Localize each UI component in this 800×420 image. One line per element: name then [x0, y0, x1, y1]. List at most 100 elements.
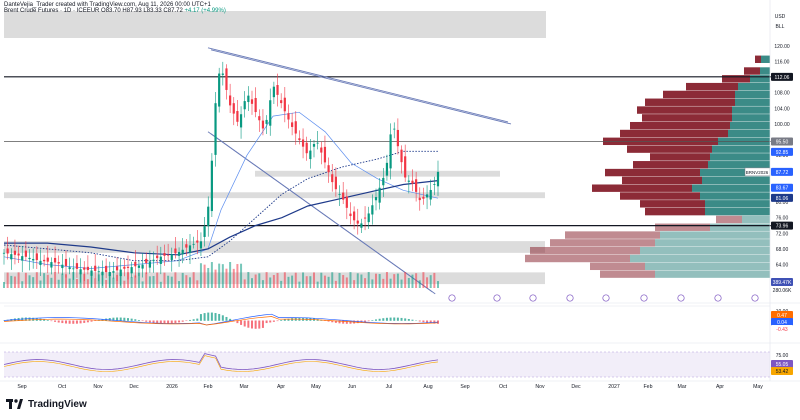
volume-bar-105: [386, 272, 388, 288]
volume-bar-22: [83, 274, 85, 288]
price-tick-4: 104.00: [774, 106, 790, 112]
macd-hist-101: [371, 320, 373, 321]
rsi-band: [4, 352, 770, 377]
macd-hist-73: [269, 321, 271, 323]
badge-last: 87.72: [776, 170, 789, 176]
badge-rsi-b: 53.42: [776, 369, 789, 375]
candle-body-76: [280, 100, 282, 103]
macd-hist-47: [174, 321, 176, 323]
volume-bar-75: [277, 273, 279, 288]
volume-bar-107: [393, 274, 395, 288]
macd-hist-13: [50, 321, 52, 322]
ohlc-values: O83.70 H87.93 L83.33 C87.72: [101, 8, 183, 14]
candle-body-105: [386, 163, 388, 176]
date-tick-15: Dec: [571, 384, 581, 390]
volume-bar-102: [375, 274, 377, 288]
candle-body-40: [149, 261, 151, 267]
macd-hist-102: [375, 319, 377, 320]
candle-body-79: [291, 122, 293, 127]
macd-hist-76: [280, 320, 282, 321]
candle-body-119: [437, 172, 439, 186]
candle-body-35: [131, 267, 133, 273]
vp-down-2: [722, 75, 750, 82]
rsi-tick-0: 75.00: [776, 353, 789, 359]
price-tick-14: 64.00: [776, 263, 789, 269]
volume-bar-8: [32, 277, 34, 288]
candle-body-70: [258, 116, 260, 120]
candle-body-81: [298, 138, 300, 140]
candle-body-92: [338, 194, 340, 195]
macd-hist-33: [123, 318, 125, 321]
brand-footer[interactable]: TradingView: [6, 398, 87, 410]
macd-hist-38: [142, 321, 144, 322]
vp-up-20: [742, 216, 770, 223]
vp-up-6: [732, 106, 770, 113]
candle-body-77: [284, 98, 286, 112]
candle-body-61: [225, 68, 227, 90]
date-tick-1: Oct: [58, 384, 67, 390]
event-icon-0: [449, 295, 455, 301]
vp-up-5: [735, 99, 770, 106]
candle-body-99: [364, 218, 366, 219]
candle-body-58: [214, 103, 216, 155]
vp-up-8: [730, 122, 770, 129]
volume-bar-113: [415, 273, 417, 288]
macd-hist-110: [404, 318, 406, 320]
candle-body-73: [269, 100, 271, 125]
candle-body-97: [357, 221, 359, 224]
vp-up-26: [645, 263, 770, 270]
macd-hist-39: [145, 321, 147, 322]
date-tick-11: Aug: [423, 384, 432, 390]
vp-down-19: [645, 208, 705, 215]
volume-bar-90: [331, 272, 333, 288]
volume-bar-15: [58, 280, 60, 288]
candle-body-45: [167, 255, 169, 256]
volume-bar-36: [134, 275, 136, 288]
macd-hist-70: [258, 321, 260, 329]
candle-body-19: [72, 268, 74, 269]
badge-74: 73.96: [776, 224, 789, 230]
candle-body-7: [28, 258, 30, 259]
macd-hist-72: [266, 321, 268, 324]
volume-bar-117: [430, 275, 432, 288]
vp-up-24: [640, 247, 770, 254]
macd-hist-114: [419, 321, 421, 322]
volume-bar-18: [69, 279, 71, 288]
date-tick-8: May: [311, 384, 321, 390]
volume-bar-37: [138, 273, 140, 288]
vp-down-5: [645, 99, 735, 106]
zone-0: [255, 171, 500, 177]
volume-bar-31: [116, 275, 118, 288]
badge-95: 95.50: [776, 140, 789, 146]
vp-up-0: [761, 56, 770, 63]
candle-body-21: [79, 269, 81, 274]
volume-bar-110: [404, 272, 406, 288]
macd-hist-56: [207, 313, 209, 321]
volume-bar-29: [109, 272, 111, 288]
volume-bar-7: [29, 275, 31, 288]
candle-body-91: [335, 177, 337, 190]
candle-body-36: [134, 262, 136, 266]
candle-body-37: [138, 265, 140, 267]
macd-hist-58: [215, 313, 217, 321]
volume-bar-81: [298, 282, 300, 288]
candle-body-108: [397, 130, 399, 146]
macd-hist-57: [211, 313, 213, 321]
volume-bar-40: [149, 276, 151, 288]
candle-body-33: [123, 267, 125, 269]
event-icon-7: [715, 295, 721, 301]
macd-hist-12: [47, 320, 49, 321]
price-tick-12: 72.00: [776, 231, 789, 237]
macd-hist-40: [149, 321, 151, 323]
candle-body-46: [171, 254, 173, 260]
volume-bar-73: [269, 277, 271, 288]
date-tick-16: 2027: [608, 384, 620, 390]
candle-body-63: [233, 103, 235, 113]
volume-bar-112: [411, 275, 413, 288]
volume-bar-38: [142, 281, 144, 288]
candle-body-2: [10, 254, 12, 259]
volume-bar-108: [397, 274, 399, 288]
vp-down-7: [642, 114, 732, 121]
candle-body-100: [368, 213, 370, 222]
